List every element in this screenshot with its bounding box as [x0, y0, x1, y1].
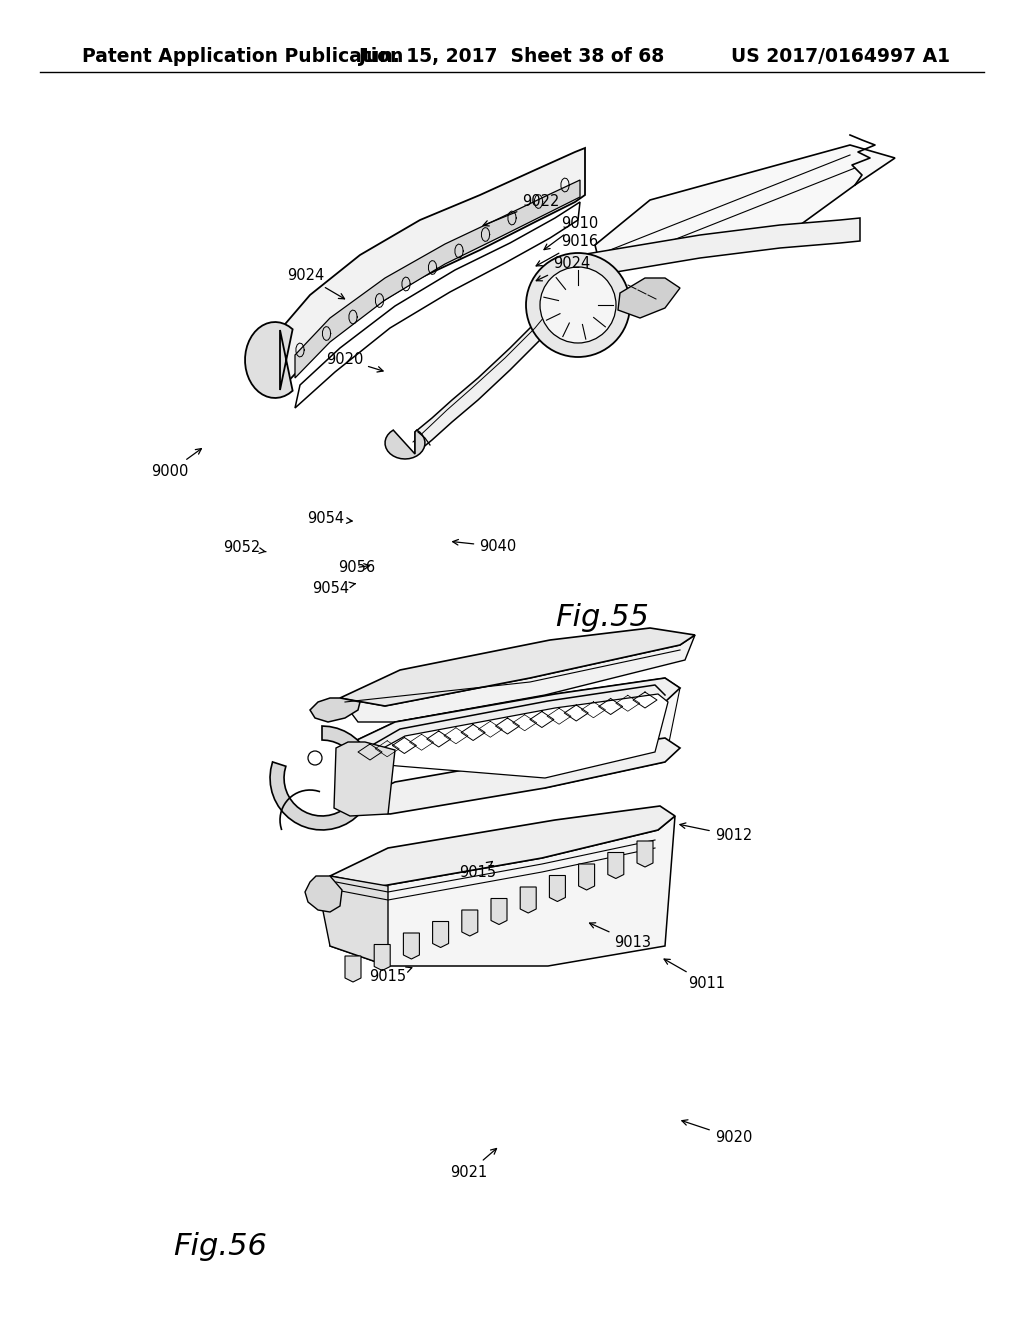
Text: 9054: 9054 — [307, 511, 352, 527]
Polygon shape — [520, 887, 537, 913]
Text: Jun. 15, 2017  Sheet 38 of 68: Jun. 15, 2017 Sheet 38 of 68 — [359, 48, 665, 66]
Polygon shape — [318, 876, 388, 966]
Polygon shape — [374, 945, 390, 970]
Text: 9040: 9040 — [453, 539, 516, 554]
Polygon shape — [490, 899, 507, 924]
Text: 9054: 9054 — [312, 581, 355, 597]
Polygon shape — [305, 876, 342, 912]
Text: Fig.56: Fig.56 — [173, 1232, 267, 1261]
Polygon shape — [608, 853, 624, 879]
Text: 9021: 9021 — [451, 1148, 497, 1180]
Polygon shape — [340, 678, 680, 754]
Text: 9013: 9013 — [590, 923, 651, 950]
Circle shape — [540, 267, 616, 343]
Polygon shape — [330, 816, 675, 966]
Text: 9015: 9015 — [459, 862, 496, 880]
Text: 9024: 9024 — [287, 268, 344, 298]
Polygon shape — [568, 218, 860, 282]
Polygon shape — [340, 628, 695, 706]
Text: 9011: 9011 — [665, 960, 725, 991]
Polygon shape — [403, 933, 420, 960]
Text: Fig.55: Fig.55 — [555, 603, 649, 632]
Circle shape — [526, 253, 630, 356]
Text: 9024: 9024 — [537, 256, 590, 281]
Polygon shape — [595, 145, 895, 265]
Polygon shape — [637, 841, 653, 867]
Polygon shape — [345, 956, 361, 982]
Text: 9020: 9020 — [682, 1119, 752, 1146]
Text: 9020: 9020 — [326, 351, 383, 372]
Polygon shape — [330, 807, 675, 886]
Polygon shape — [310, 698, 360, 722]
Text: 9010: 9010 — [544, 215, 598, 249]
Polygon shape — [340, 678, 680, 788]
Text: 9016: 9016 — [537, 234, 598, 265]
Polygon shape — [270, 726, 374, 830]
Polygon shape — [432, 921, 449, 948]
Polygon shape — [385, 430, 425, 459]
Text: 9012: 9012 — [680, 822, 752, 843]
Polygon shape — [550, 875, 565, 902]
Text: US 2017/0164997 A1: US 2017/0164997 A1 — [731, 48, 950, 66]
Polygon shape — [245, 322, 293, 399]
Polygon shape — [280, 148, 585, 389]
Polygon shape — [358, 694, 668, 777]
Circle shape — [308, 751, 322, 766]
Text: 9022: 9022 — [483, 194, 559, 226]
Polygon shape — [618, 279, 680, 318]
Polygon shape — [340, 738, 680, 814]
Polygon shape — [334, 742, 395, 816]
Text: 9000: 9000 — [152, 449, 202, 479]
Text: 9015: 9015 — [369, 968, 412, 985]
Polygon shape — [462, 909, 478, 936]
Text: Patent Application Publication: Patent Application Publication — [82, 48, 403, 66]
Polygon shape — [415, 279, 575, 454]
Polygon shape — [295, 202, 580, 408]
Text: 9052: 9052 — [223, 540, 266, 556]
Polygon shape — [579, 865, 595, 890]
Polygon shape — [340, 635, 695, 722]
Polygon shape — [295, 180, 580, 378]
Text: 9056: 9056 — [338, 560, 375, 576]
